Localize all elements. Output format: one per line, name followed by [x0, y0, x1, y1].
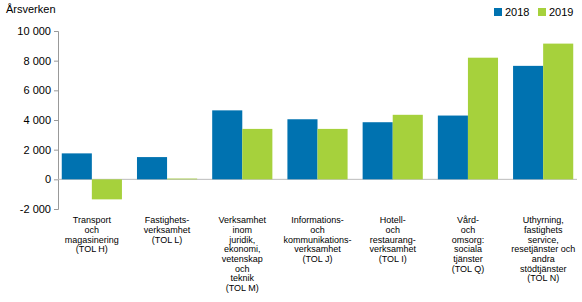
x-tick-label: Hotell-ochrestaurang-verksamhet(TOL I) [369, 215, 416, 264]
y-tick: 10 000 [17, 25, 58, 37]
bars [62, 44, 573, 200]
y-tick-label: 8 000 [23, 55, 51, 67]
bar [438, 116, 468, 180]
y-axis: -2 000 0 2 000 4 000 6 000 8 000 10 000 [17, 25, 58, 215]
x-tick: Hotell-ochrestaurang-verksamhet(TOL I) [369, 215, 416, 264]
x-tick: Uthyrning,fastighetsservice,resetjänster… [511, 215, 575, 283]
legend-swatch [494, 8, 502, 16]
x-tick: Transportochmagasinering(TOL H) [65, 215, 119, 254]
y-axis-title: Årsverken [6, 3, 56, 15]
y-tick-label: -2 000 [20, 203, 51, 215]
y-tick-mark [54, 90, 58, 91]
x-tick-label: Vård-ochomsorg:socialatjänster(TOL Q) [452, 215, 485, 274]
y-tick-mark [54, 120, 58, 121]
x-tick-label: Verksamhetinomjuridik,ekonomi,vetenskapo… [219, 215, 267, 293]
x-tick-label: Informations-ochkommunikations-verksamhe… [283, 215, 351, 264]
x-tick: Verksamhetinomjuridik,ekonomi,vetenskapo… [219, 215, 267, 293]
y-tick-mark [54, 31, 58, 32]
y-axis-line [54, 32, 59, 210]
x-tick-label: Transportochmagasinering(TOL H) [65, 215, 119, 254]
y-tick: -2 000 [20, 203, 58, 215]
x-tick: Fastighets-verksamhet(TOL L) [144, 215, 191, 244]
y-tick-label: 0 [45, 173, 51, 185]
legend-item: 2018 [494, 6, 529, 18]
legend-label: 2019 [549, 6, 573, 18]
series [92, 44, 573, 200]
legend-swatch [538, 8, 546, 16]
y-tick: 4 000 [23, 114, 58, 126]
bar [513, 66, 543, 179]
x-tick-label: Fastighets-verksamhet(TOL L) [144, 215, 191, 244]
y-tick-label: 6 000 [23, 84, 51, 96]
y-tick: 8 000 [23, 55, 58, 67]
y-tick-mark [54, 179, 58, 180]
bar [92, 179, 122, 199]
x-axis: Transportochmagasinering(TOL H) Fastighet… [65, 215, 575, 293]
bar [287, 119, 317, 179]
bar [543, 44, 573, 180]
legend-label: 2018 [505, 6, 529, 18]
bar [62, 153, 92, 179]
bar [212, 110, 242, 179]
bar [137, 157, 167, 179]
x-tick: Vård-ochomsorg:socialatjänster(TOL Q) [452, 215, 485, 274]
legend: 2018 2019 [494, 6, 573, 18]
y-tick-mark [54, 150, 58, 151]
y-tick-label: 10 000 [17, 25, 51, 37]
y-tick-label: 2 000 [23, 144, 51, 156]
bar [393, 115, 423, 180]
x-tick-label: Uthyrning,fastighetsservice,resetjänster… [511, 215, 575, 283]
bar [167, 178, 197, 180]
y-tick-mark [54, 61, 58, 62]
bar [318, 129, 348, 179]
legend-item: 2019 [538, 6, 573, 18]
bar [468, 58, 498, 180]
x-tick: Informations-ochkommunikations-verksamhe… [283, 215, 351, 264]
bar [363, 122, 393, 179]
y-tick-mark [54, 209, 58, 210]
bar [242, 129, 272, 179]
y-tick: 6 000 [23, 84, 58, 96]
y-tick: 0 [45, 173, 58, 185]
y-tick: 2 000 [23, 144, 58, 156]
y-tick-label: 4 000 [23, 114, 51, 126]
